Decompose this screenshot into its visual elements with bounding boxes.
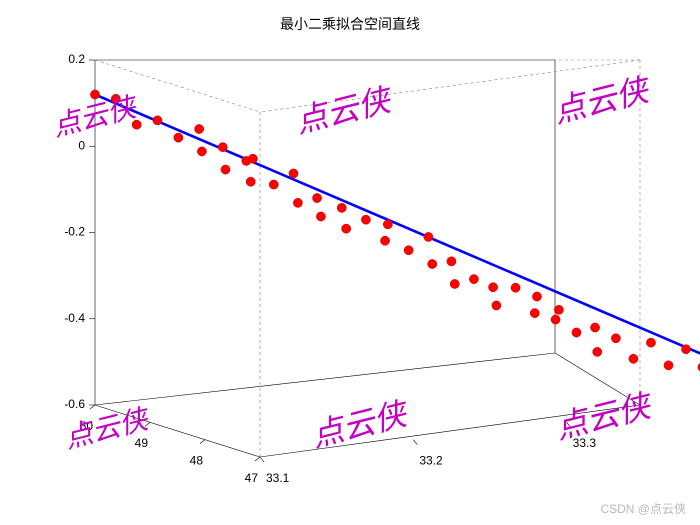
credit-watermark: CSDN @点云侠 bbox=[600, 500, 686, 517]
scatter-point bbox=[380, 236, 389, 245]
scatter-point bbox=[293, 198, 302, 207]
scatter-point bbox=[90, 90, 99, 99]
scatter-point bbox=[342, 224, 351, 233]
scatter-point bbox=[511, 283, 520, 292]
scatter-point bbox=[664, 361, 673, 370]
scatter-point bbox=[572, 328, 581, 337]
scatter-point bbox=[450, 279, 459, 288]
scatter-point bbox=[289, 169, 298, 178]
svg-text:50: 50 bbox=[80, 419, 94, 433]
scatter-point bbox=[132, 120, 141, 129]
svg-text:48: 48 bbox=[190, 453, 204, 467]
scatter-point bbox=[337, 203, 346, 212]
svg-text:-0.2: -0.2 bbox=[64, 225, 85, 239]
scatter-point bbox=[312, 193, 321, 202]
svg-text:-0.6: -0.6 bbox=[64, 397, 85, 411]
scatter-point bbox=[629, 354, 638, 363]
scatter-point bbox=[404, 246, 413, 255]
scatter-point bbox=[681, 345, 690, 354]
scatter-point bbox=[424, 232, 433, 241]
svg-text:49: 49 bbox=[135, 436, 149, 450]
scatter-point bbox=[269, 180, 278, 189]
scatter-point bbox=[447, 257, 456, 266]
scatter-point bbox=[383, 220, 392, 229]
scatter-point bbox=[489, 283, 498, 292]
scatter-point bbox=[428, 259, 437, 268]
scatter-point bbox=[246, 177, 255, 186]
scatter-point bbox=[197, 147, 206, 156]
svg-text:-0.4: -0.4 bbox=[64, 311, 85, 325]
scatter-point bbox=[590, 323, 599, 332]
svg-text:0.2: 0.2 bbox=[68, 52, 85, 66]
scatter-point bbox=[532, 292, 541, 301]
scatter-point bbox=[554, 305, 563, 314]
chart-3d: -0.6-0.4-0.200.24748495033.133.233.333.4 bbox=[0, 0, 700, 525]
scatter-point bbox=[195, 124, 204, 133]
svg-text:33.2: 33.2 bbox=[419, 453, 443, 467]
scatter-point bbox=[316, 212, 325, 221]
scatter-point bbox=[248, 154, 257, 163]
scatter-point bbox=[111, 94, 120, 103]
scatter-point bbox=[492, 301, 501, 310]
scatter-point bbox=[174, 133, 183, 142]
scatter-point bbox=[611, 334, 620, 343]
scatter-point bbox=[593, 347, 602, 356]
svg-text:47: 47 bbox=[245, 471, 259, 485]
scatter-point bbox=[153, 116, 162, 125]
svg-text:33.3: 33.3 bbox=[573, 436, 597, 450]
scatter-point bbox=[221, 165, 230, 174]
svg-text:33.1: 33.1 bbox=[266, 471, 290, 485]
scatter-point bbox=[361, 215, 370, 224]
scatter-point bbox=[530, 308, 539, 317]
svg-text:0: 0 bbox=[78, 138, 85, 152]
scatter-point bbox=[218, 143, 227, 152]
scatter-point bbox=[469, 275, 478, 284]
fitted-line bbox=[95, 95, 700, 362]
scatter-point bbox=[551, 315, 560, 324]
scatter-point bbox=[646, 338, 655, 347]
